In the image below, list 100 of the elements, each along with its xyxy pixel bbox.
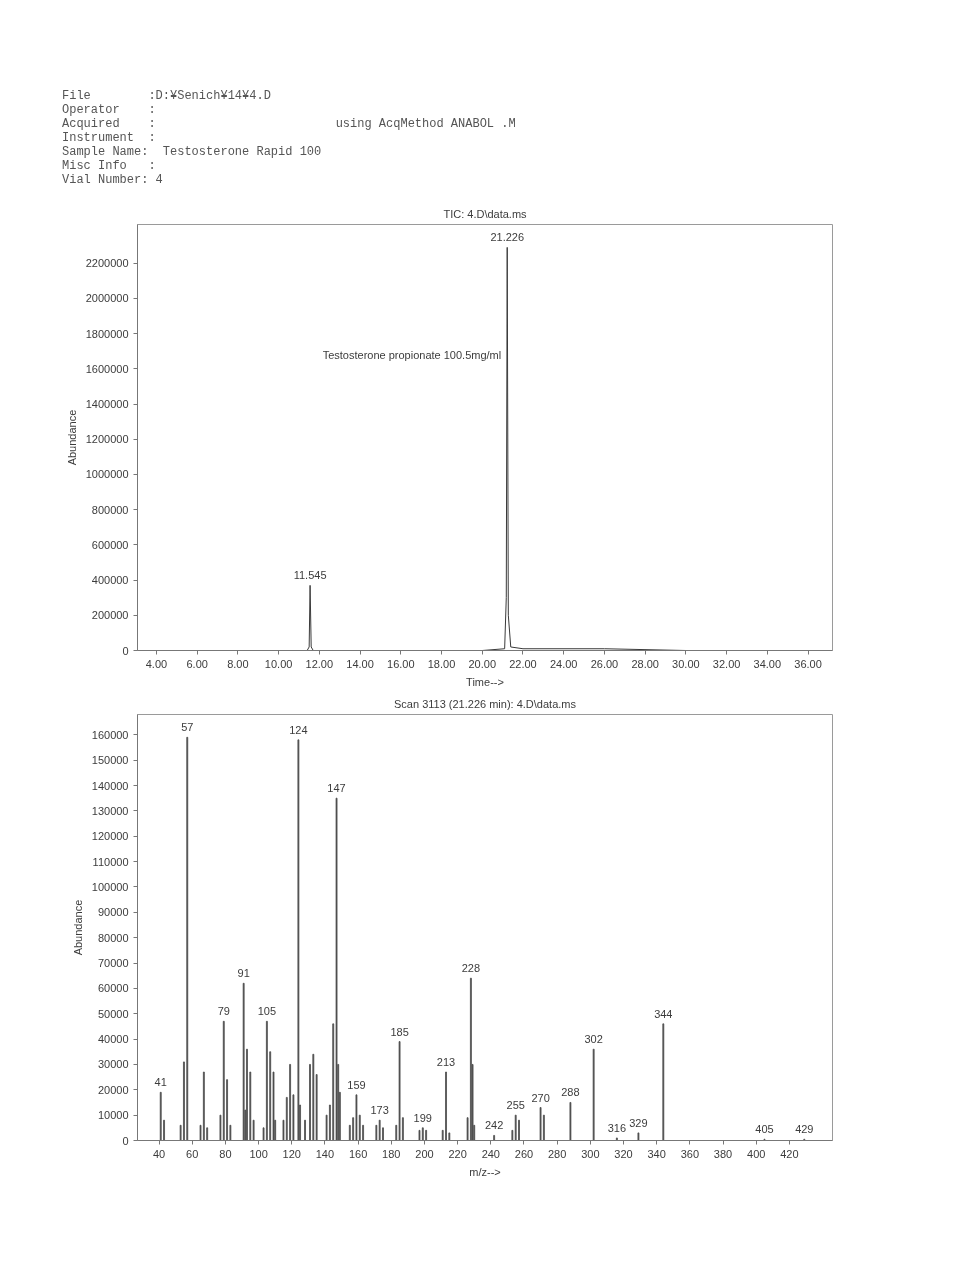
annotation: 11.545 xyxy=(293,569,327,582)
y-tick-label: 0 xyxy=(122,1134,129,1147)
x-tick-label: 24.00 xyxy=(549,657,578,670)
text: Vial Number: 4 xyxy=(62,173,164,187)
x-tick-label: 280 xyxy=(547,1147,567,1160)
y-tick-label: 1200000 xyxy=(85,433,129,446)
y-tick-label: 30000 xyxy=(97,1058,129,1071)
y-tick-label: 10000 xyxy=(97,1109,129,1122)
x-axis-title: m/z--> xyxy=(469,1165,501,1178)
y-tick-label: 1600000 xyxy=(85,362,129,375)
chart-title: TIC: 4.D\data.ms xyxy=(443,207,528,220)
x-tick-label: 26.00 xyxy=(590,657,619,670)
y-tick-label: 2000000 xyxy=(85,292,129,305)
x-tick-label: 380 xyxy=(713,1147,733,1160)
annotation: 124 xyxy=(289,723,308,736)
annotation: 429 xyxy=(795,1123,814,1136)
y-tick-label: 70000 xyxy=(97,957,129,969)
y-tick-label: 600000 xyxy=(91,538,129,551)
annotation: 228 xyxy=(461,962,481,975)
x-tick-label: 18.00 xyxy=(427,657,456,670)
y-tick-label: 200000 xyxy=(91,609,129,622)
y-tick-label: 130000 xyxy=(91,804,129,817)
y-axis-title: Abundance xyxy=(71,899,84,956)
y-tick-label: 40000 xyxy=(97,1033,129,1046)
annotation: 147 xyxy=(327,782,346,795)
annotation: 91 xyxy=(237,967,250,980)
x-tick-label: 14.00 xyxy=(346,657,374,670)
x-tick-label: 80 xyxy=(219,1147,232,1160)
annotation: 329 xyxy=(629,1116,648,1129)
annotation: 344 xyxy=(654,1007,673,1020)
x-tick-label: 260 xyxy=(514,1147,534,1160)
x-tick-label: 200 xyxy=(415,1147,434,1160)
text: Acquired : using AcqMethod ANABOL .M xyxy=(62,117,516,131)
annotation: 302 xyxy=(584,1033,603,1046)
text: File :D:¥Senich¥14¥4.D xyxy=(62,89,272,103)
x-tick-label: 34.00 xyxy=(753,657,782,670)
annotation: 405 xyxy=(755,1123,774,1136)
x-tick-label: 20.00 xyxy=(468,657,497,670)
annotation: 213 xyxy=(436,1056,456,1069)
x-tick-label: 12.00 xyxy=(305,657,334,670)
x-tick-label: 8.00 xyxy=(227,657,249,670)
y-tick-label: 1000000 xyxy=(85,468,129,481)
text: Instrument : xyxy=(62,131,157,145)
annotation: 316 xyxy=(607,1121,627,1134)
y-tick-label: 80000 xyxy=(97,931,129,944)
x-tick-label: 360 xyxy=(680,1147,700,1160)
x-tick-label: 160 xyxy=(348,1147,368,1160)
y-tick-label: 1400000 xyxy=(85,398,129,411)
x-tick-label: 60 xyxy=(186,1147,199,1160)
annotation: 41 xyxy=(154,1076,167,1089)
annotation: 57 xyxy=(181,721,194,734)
text: Sample Name: Testosterone Rapid 100 xyxy=(62,145,323,159)
y-tick-label: 800000 xyxy=(91,503,129,516)
annotation: 270 xyxy=(531,1091,550,1104)
x-tick-label: 100 xyxy=(249,1147,268,1160)
x-tick-label: 10.00 xyxy=(264,657,293,670)
y-tick-label: 1800000 xyxy=(85,327,129,340)
x-tick-label: 340 xyxy=(647,1147,666,1160)
x-tick-label: 220 xyxy=(448,1147,467,1160)
annotation: Testosterone propionate 100.5mg/ml xyxy=(322,348,502,361)
x-tick-label: 22.00 xyxy=(509,657,537,670)
y-tick-label: 50000 xyxy=(97,1007,129,1020)
y-tick-label: 140000 xyxy=(91,779,129,792)
x-tick-label: 4.00 xyxy=(145,657,168,670)
x-tick-label: 140 xyxy=(315,1147,335,1160)
annotation: 159 xyxy=(347,1078,366,1091)
y-tick-label: 120000 xyxy=(91,830,129,843)
y-tick-label: 160000 xyxy=(91,728,129,741)
x-tick-label: 320 xyxy=(614,1147,633,1160)
y-tick-label: 60000 xyxy=(97,982,129,995)
y-tick-label: 110000 xyxy=(92,855,129,868)
x-axis-title: Time--> xyxy=(466,675,504,688)
text: Misc Info : xyxy=(62,159,157,173)
x-tick-label: 16.00 xyxy=(387,657,415,670)
x-tick-label: 32.00 xyxy=(712,657,741,670)
y-tick-label: 0 xyxy=(122,644,129,657)
annotation: 199 xyxy=(413,1111,432,1124)
text: Operator : xyxy=(62,103,157,117)
y-tick-label: 400000 xyxy=(91,574,129,587)
annotation: 173 xyxy=(370,1104,389,1117)
y-axis-title: Abundance xyxy=(65,409,78,466)
annotation: 21.226 xyxy=(490,231,525,244)
x-tick-label: 40 xyxy=(152,1147,166,1160)
x-tick-label: 420 xyxy=(780,1147,799,1160)
annotation: 242 xyxy=(484,1119,504,1132)
x-tick-label: 120 xyxy=(282,1147,301,1160)
y-tick-label: 150000 xyxy=(91,754,129,767)
x-tick-label: 180 xyxy=(382,1147,401,1160)
x-tick-label: 240 xyxy=(481,1147,500,1160)
y-tick-label: 100000 xyxy=(91,880,129,893)
chart-title: Scan 3113 (21.226 min): 4.D\data.ms xyxy=(394,697,577,710)
y-tick-label: 20000 xyxy=(97,1083,129,1096)
annotation: 255 xyxy=(506,1099,525,1112)
y-tick-label: 2200000 xyxy=(85,257,129,270)
annotation: 79 xyxy=(217,1005,230,1018)
x-tick-label: 400 xyxy=(747,1147,766,1160)
x-tick-label: 30.00 xyxy=(672,657,700,670)
annotation: 105 xyxy=(257,1005,277,1018)
x-tick-label: 300 xyxy=(581,1147,600,1160)
annotation: 185 xyxy=(390,1025,409,1038)
